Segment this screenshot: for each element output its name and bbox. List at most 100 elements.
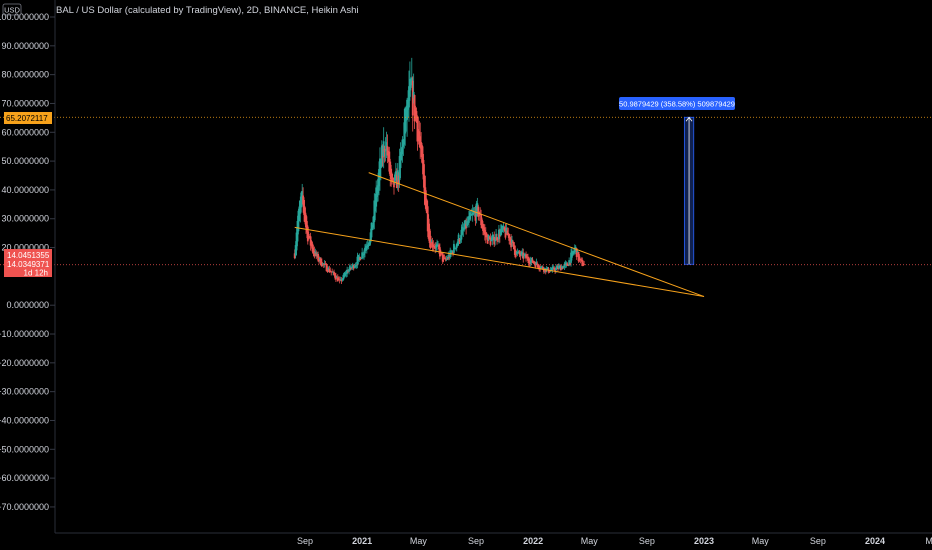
candle-body: [398, 156, 401, 181]
currency-badge-frame: [2, 3, 22, 16]
candle-body: [445, 258, 448, 260]
candle-body: [424, 190, 427, 209]
price-axis[interactable]: 100.0000000 90.0000000 80.0000000 70.000000…: [0, 0, 56, 533]
candle-body: [366, 244, 369, 248]
candle-body: [359, 257, 362, 261]
time-axis[interactable]: Sep 2021 May Sep 2022 May Sep 2023 May Sep 2024 Ma: [55, 532, 932, 546]
candle-body: [341, 278, 344, 281]
candle-body: [508, 234, 511, 241]
y-tick-label: −30.0000000: [0, 387, 49, 397]
candle-body: [582, 262, 585, 266]
candle-body: [427, 218, 430, 239]
candle-body: [296, 220, 299, 242]
candle-body: [394, 171, 397, 179]
candle-body: [404, 107, 407, 134]
candle-body: [379, 164, 382, 169]
candle-body: [483, 227, 485, 233]
candle-body: [453, 247, 456, 249]
candle-body: [580, 259, 583, 261]
candle-body: [485, 234, 488, 236]
candle-body: [387, 150, 390, 153]
candle-body: [395, 174, 398, 189]
candle-body: [469, 214, 472, 217]
candle-body: [397, 175, 400, 185]
candle-body: [461, 226, 464, 235]
candle-body: [525, 254, 527, 259]
candle-body: [496, 237, 498, 241]
candle-body: [373, 200, 376, 223]
candle-body: [527, 258, 530, 264]
candle-body: [302, 195, 305, 205]
candle-body: [522, 252, 525, 259]
x-tick-label: May: [410, 536, 428, 546]
y-tick-label: −50.0000000: [0, 444, 49, 454]
candle-body: [430, 241, 433, 243]
annotations-group: [0, 116, 932, 298]
candle-body: [529, 260, 532, 263]
candle-body: [492, 234, 495, 240]
candle-body: [356, 256, 359, 266]
candle-body: [567, 264, 570, 267]
candle-body: [542, 266, 544, 270]
candle-body: [463, 227, 466, 230]
candle-body: [447, 255, 450, 259]
candle-body: [390, 168, 393, 180]
candle-body: [365, 245, 368, 249]
candle-body: [518, 251, 521, 255]
candle-body: [320, 261, 323, 267]
candle-body: [405, 118, 408, 121]
candle-body: [371, 225, 374, 231]
candle-body: [561, 267, 564, 269]
measure-label[interactable]: 50.9879429 (358.58%) 509879429: [619, 97, 735, 110]
symbol-title[interactable]: BAL / US Dollar (calculated by TradingVi…: [56, 5, 359, 16]
candle-body: [557, 266, 560, 269]
candle-body: [573, 247, 576, 252]
candle-body: [455, 243, 458, 248]
candle-body: [531, 259, 534, 263]
candle-body: [446, 258, 449, 260]
candle-body: [396, 170, 399, 182]
candle-body: [454, 247, 457, 249]
candle-body: [514, 250, 517, 257]
candle-body: [374, 201, 377, 212]
y-tick-label: 70.0000000: [1, 98, 49, 108]
candle-body: [444, 258, 447, 260]
candle-body: [423, 164, 425, 188]
candle-body: [343, 274, 346, 278]
candle-body: [334, 273, 336, 278]
candle-body: [539, 267, 542, 269]
candle-body: [320, 258, 322, 266]
candle-body: [553, 267, 556, 270]
candle-body: [331, 271, 334, 273]
candle-body: [473, 211, 476, 213]
y-tick-label: 20.0000000: [1, 243, 49, 253]
candle-body: [491, 237, 494, 241]
candle-body: [467, 222, 469, 224]
candle-body: [344, 272, 347, 276]
bar-countdown: 1d 12h: [24, 269, 48, 278]
candle-body: [510, 238, 512, 248]
candle-body: [403, 122, 406, 145]
candle-body: [434, 246, 437, 249]
target-price-tag: 65.2072117: [4, 112, 52, 124]
candle-body: [574, 246, 577, 250]
upper-trendline: [368, 172, 705, 298]
candle-body: [386, 146, 389, 156]
x-tick-label: May: [752, 536, 770, 546]
candle-body: [317, 253, 320, 261]
candle-body: [339, 279, 342, 281]
currency-badge[interactable]: USD: [4, 6, 20, 15]
candle-body: [472, 212, 475, 214]
candle-body: [352, 265, 355, 269]
candle-body: [448, 256, 451, 258]
candle-body: [533, 262, 536, 264]
candle-body: [451, 250, 453, 254]
candle-body: [336, 277, 339, 282]
candle-body: [563, 263, 566, 268]
candle-body: [420, 142, 423, 149]
candle-body: [519, 253, 522, 257]
candle-body: [581, 259, 584, 266]
candle-body: [329, 270, 332, 273]
current-price-label-2: 14.0349371: [7, 260, 50, 269]
